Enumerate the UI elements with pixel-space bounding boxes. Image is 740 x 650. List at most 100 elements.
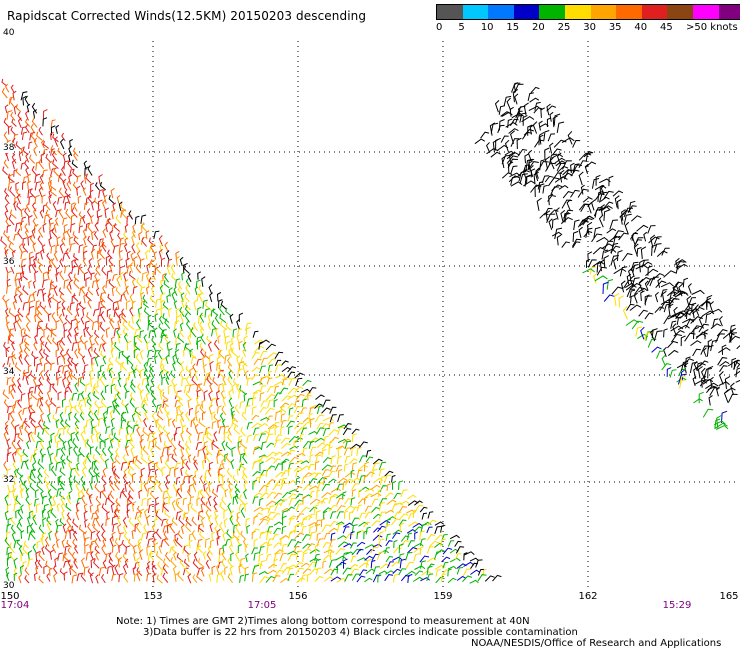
wind-barb	[84, 320, 90, 330]
wind-barb	[219, 313, 227, 323]
wind-barb	[62, 195, 69, 204]
wind-barb	[185, 411, 190, 422]
wind-barb	[163, 530, 169, 541]
wind-barb	[77, 195, 82, 204]
wind-barb	[153, 481, 159, 491]
wind-barb	[171, 453, 178, 463]
wind-barb	[121, 487, 127, 498]
wind-barb	[238, 340, 243, 351]
wind-barb	[68, 279, 73, 290]
wind-barb	[161, 466, 166, 477]
wind-barb	[300, 506, 310, 513]
wind-barb	[562, 191, 573, 199]
wind-barb	[175, 511, 182, 520]
wind-barb	[113, 223, 121, 232]
wind-barb	[314, 472, 322, 479]
wind-barb	[321, 492, 332, 499]
wind-barb	[365, 568, 376, 574]
wind-barb	[280, 477, 288, 486]
wind-barb	[149, 385, 155, 395]
wind-barb	[99, 293, 106, 303]
wind-barb	[447, 540, 455, 547]
wind-barb	[260, 357, 268, 365]
wind-barb	[300, 388, 311, 393]
wind-barb	[239, 385, 247, 395]
wind-barb	[492, 139, 499, 153]
wind-barb	[679, 379, 686, 389]
wind-barb	[216, 453, 221, 465]
wind-barb	[36, 540, 41, 549]
wind-barb	[301, 534, 311, 542]
wind-barb	[295, 377, 303, 387]
wind-barb	[234, 483, 241, 493]
wind-barb	[356, 548, 364, 555]
wind-barb	[273, 552, 281, 562]
wind-barb	[164, 536, 170, 547]
wind-barb	[167, 258, 173, 267]
lon-label-153: 153	[143, 591, 163, 602]
wind-barb	[157, 384, 163, 393]
wind-barb	[337, 456, 342, 465]
wind-barb	[646, 278, 656, 286]
wind-barb	[77, 340, 82, 351]
wind-barb	[35, 550, 41, 562]
wind-barb	[208, 284, 213, 295]
wind-barb	[181, 271, 185, 281]
wind-barb	[386, 499, 397, 505]
wind-barb	[240, 426, 246, 437]
wind-barb	[185, 365, 192, 374]
wind-barb	[246, 434, 252, 444]
wind-barb	[59, 568, 66, 576]
wind-barb	[33, 572, 38, 581]
wind-barb	[100, 390, 106, 401]
wind-barb	[147, 503, 155, 514]
wind-barb	[599, 259, 605, 272]
wind-barb	[37, 383, 44, 395]
wind-barb	[71, 265, 77, 275]
wind-barb	[316, 489, 321, 498]
wind-barb	[734, 370, 740, 376]
wind-barb	[435, 569, 441, 577]
wind-barb	[171, 517, 178, 526]
wind-barb	[195, 404, 201, 414]
wind-barb	[329, 414, 337, 423]
wind-barb	[105, 255, 111, 266]
wind-barb	[95, 495, 101, 505]
wind-barb	[24, 342, 31, 352]
wind-barb	[343, 447, 352, 456]
legend-tick-label: 10	[480, 22, 494, 33]
wind-barb	[7, 517, 12, 527]
wind-barb	[74, 412, 80, 423]
wind-barb	[660, 289, 668, 298]
wind-barb	[117, 377, 122, 388]
wind-barb	[616, 199, 622, 210]
wind-barb	[104, 207, 109, 219]
wind-barb	[109, 481, 115, 491]
wind-barb	[126, 502, 132, 513]
wind-barb	[252, 330, 259, 338]
wind-barb	[5, 83, 10, 93]
wind-barb	[131, 300, 136, 310]
wind-barb	[273, 381, 285, 387]
wind-barb	[543, 130, 550, 141]
wind-barb	[259, 339, 270, 345]
wind-barb	[302, 552, 308, 562]
wind-barb	[196, 306, 202, 316]
wind-barb	[229, 342, 234, 353]
wind-barb	[695, 331, 708, 339]
wind-barb	[555, 207, 560, 220]
wind-barb	[259, 407, 267, 413]
wind-barb	[102, 228, 107, 238]
wind-barb	[706, 294, 713, 308]
wind-barb	[46, 482, 50, 492]
wind-barb	[280, 405, 285, 414]
wind-barb	[59, 491, 66, 500]
wind-barb	[55, 418, 60, 429]
wind-barb	[40, 490, 44, 500]
wind-barb	[155, 298, 161, 308]
wind-barb	[162, 425, 169, 435]
wind-barb	[736, 345, 740, 350]
wind-barb	[265, 553, 272, 562]
wind-barb	[426, 546, 434, 554]
wind-barb	[246, 422, 253, 430]
